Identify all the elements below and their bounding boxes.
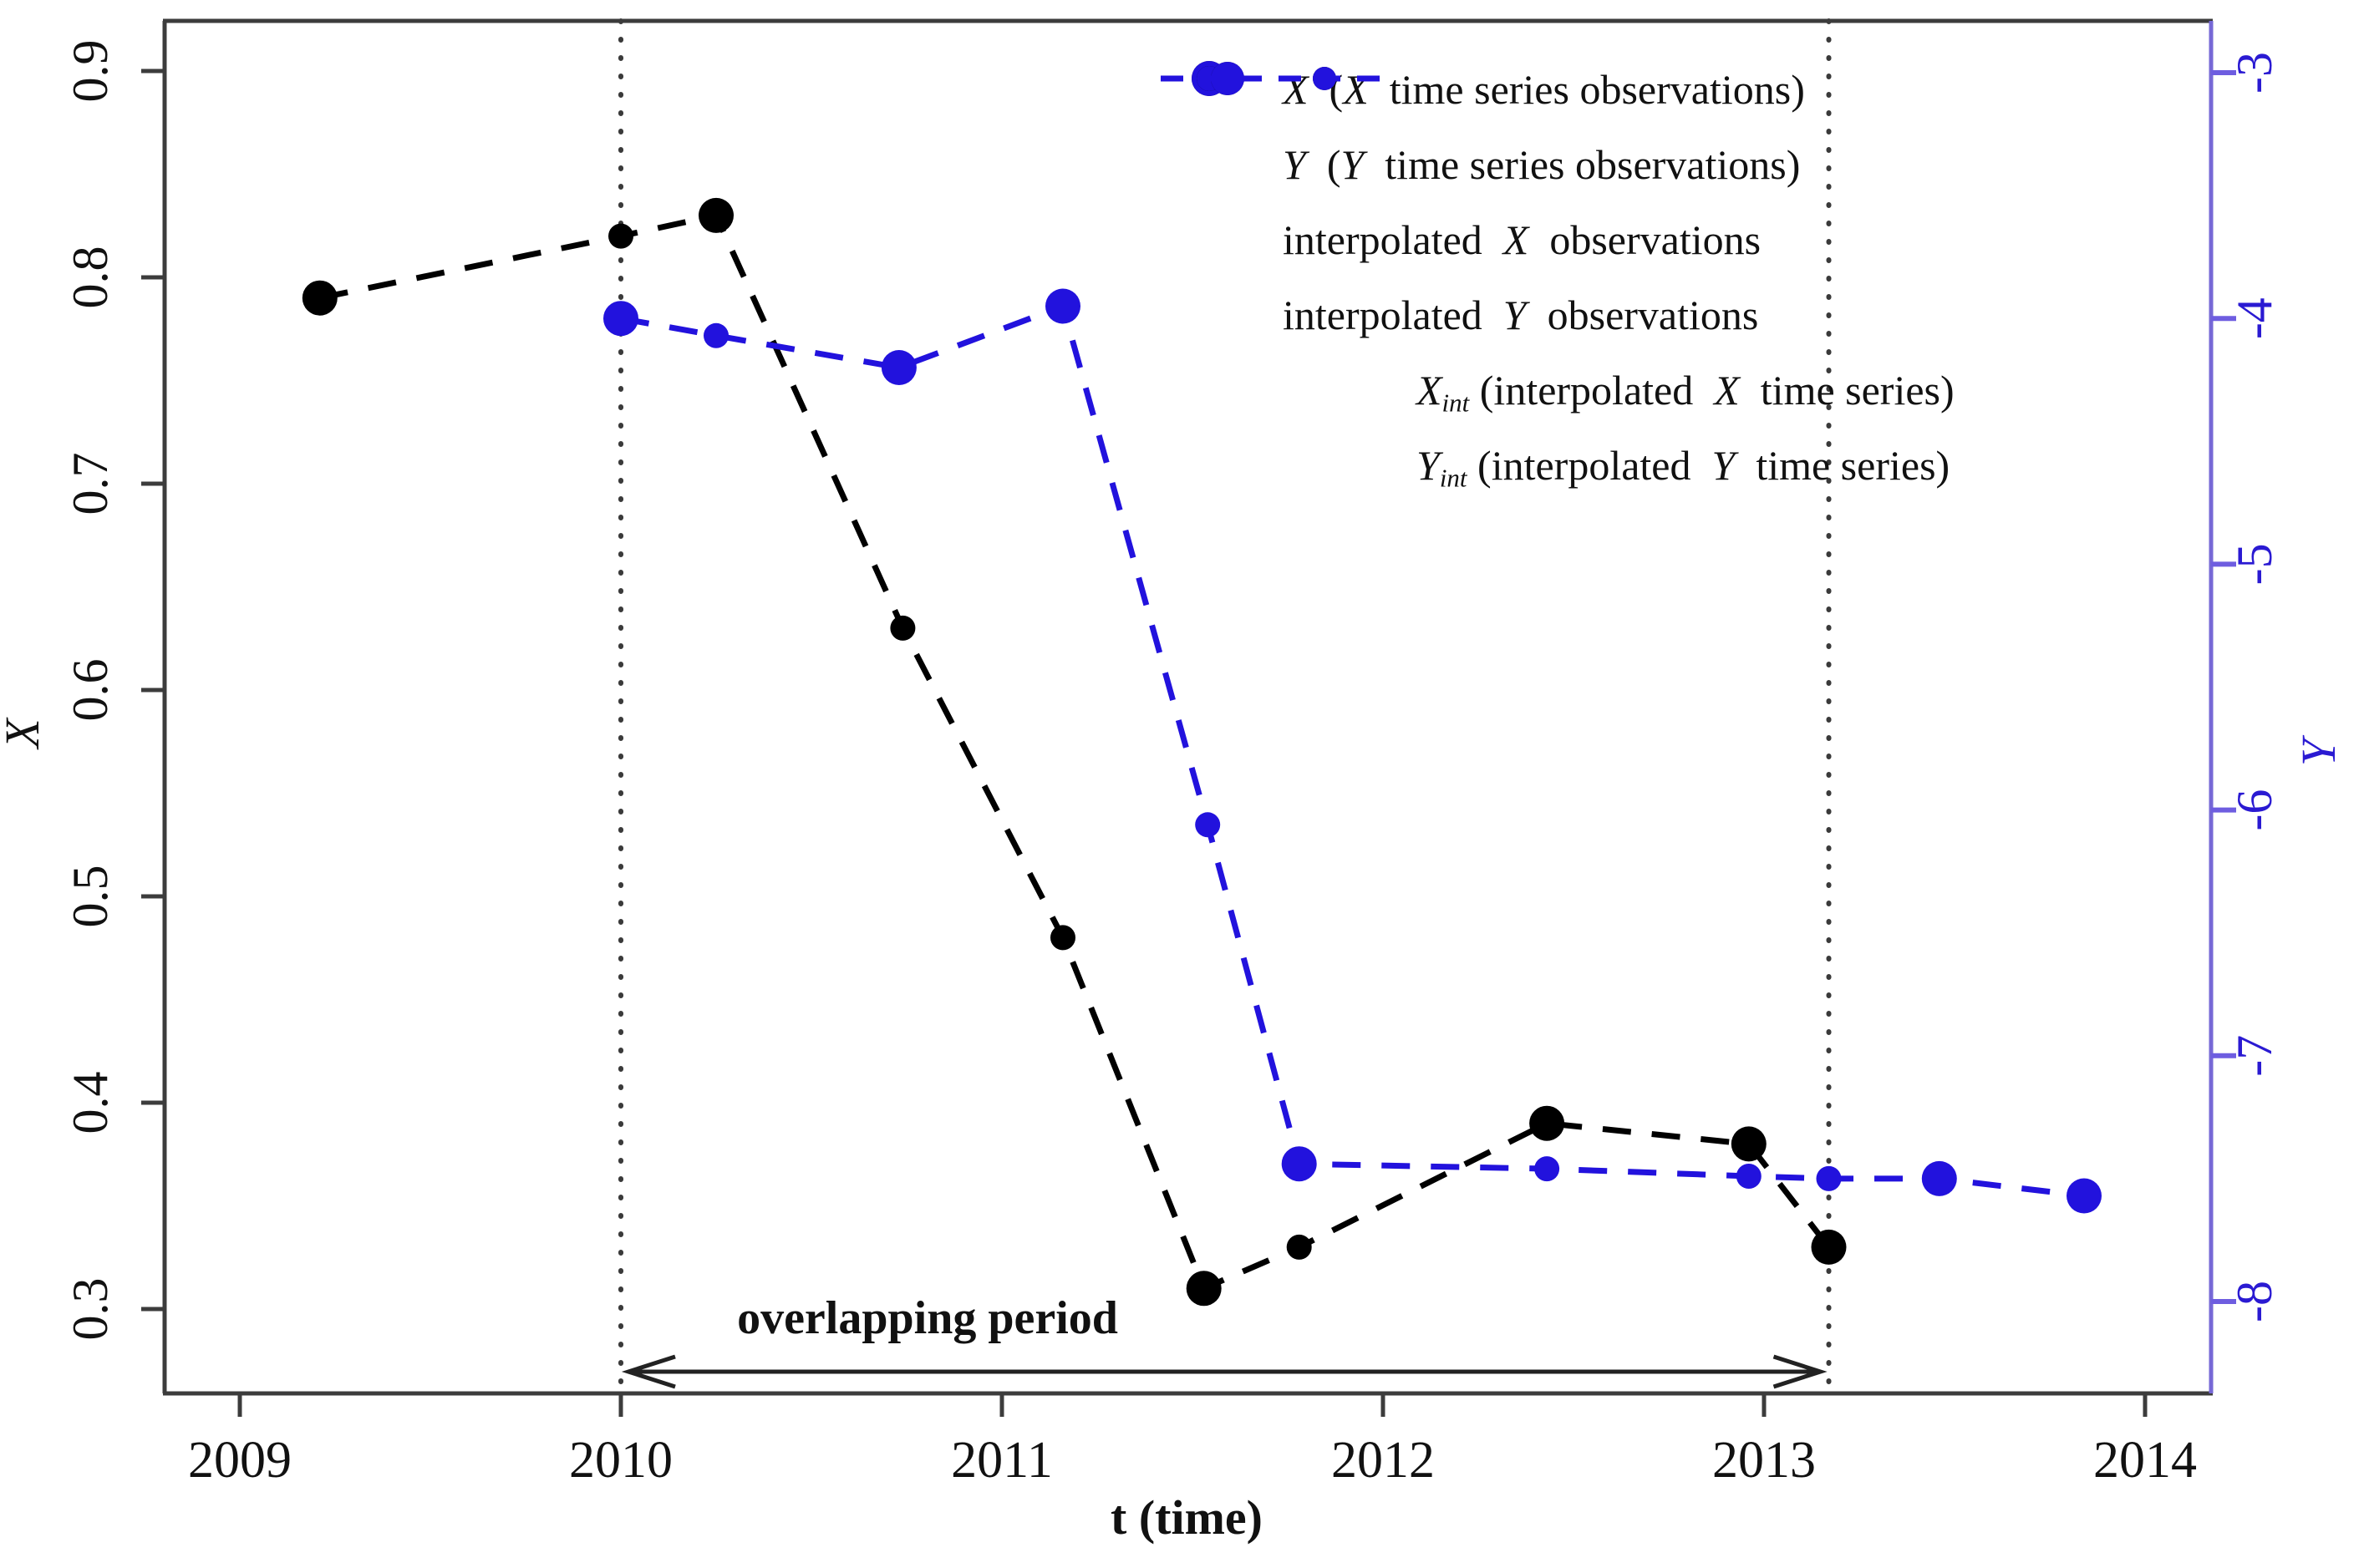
y-left-tick-label: 0.8 (63, 246, 118, 309)
x-axis-tick-label: 2010 (569, 1432, 673, 1489)
legend-y-int-line: Yint (interpolated Y time series) (1157, 62, 1955, 503)
interpolated-point-y (1534, 1156, 1560, 1182)
x-axis-tick-label: 2009 (188, 1432, 292, 1489)
observation-point-x (1529, 1105, 1565, 1141)
y-right-tick-label: -5 (2227, 543, 2282, 585)
interpolated-point-y (1195, 812, 1221, 838)
legend-y-observations-label: Y (Y time series observations) (1283, 141, 1801, 188)
legend-interpolated-x: interpolated X observations (1157, 66, 1955, 277)
legend-interpolated-y-label: interpolated Y observations (1283, 292, 1759, 338)
y-right-axis-title: Y (2291, 734, 2346, 766)
observation-point-x (1186, 1271, 1222, 1307)
y-right-tick-label: -8 (2227, 1281, 2282, 1322)
observation-point-x (1731, 1126, 1767, 1162)
overlap-period-label: overlapping period (737, 1292, 1118, 1344)
y-right-tick-label: -6 (2227, 789, 2282, 831)
legend-small-dot (1313, 67, 1336, 90)
x-axis-tick-label: 2011 (951, 1432, 1053, 1489)
y-right-tick-label: -7 (2227, 1035, 2282, 1077)
x-int-series-line (319, 211, 1832, 1292)
observation-point-x (1811, 1229, 1847, 1265)
y-left-tick-label: 0.5 (63, 865, 118, 928)
observation-point-y (603, 301, 638, 337)
x-axis-tick-label: 2012 (1331, 1432, 1435, 1489)
observation-point-y (2067, 1178, 2102, 1214)
interpolated-point-x (1286, 1234, 1312, 1260)
y-left-tick-label: 0.4 (63, 1072, 118, 1134)
y-left-tick-label: 0.3 (63, 1278, 118, 1341)
y-right-tick-label: -3 (2227, 52, 2282, 94)
x-axis-tick-label: 2014 (2093, 1432, 2197, 1489)
interpolated-point-y (704, 322, 729, 348)
y-right-tick-label: -4 (2227, 297, 2282, 339)
y-int-line-sample (1161, 62, 1396, 95)
y-left-axis-title: X (0, 717, 49, 750)
legend-interpolated-y: interpolated Y observations (1157, 66, 1955, 353)
legend-x-int-line-label: Xint (interpolated X time series) (1416, 367, 1955, 418)
observation-point-y (1045, 288, 1080, 324)
interpolated-point-x (608, 223, 633, 249)
observation-point-y (881, 350, 917, 385)
x-axis-tick-label: 2013 (1712, 1432, 1816, 1489)
y-left-tick-label: 0.7 (63, 453, 118, 515)
y-left-tick-label: 0.9 (63, 40, 118, 103)
interpolated-point-y (1816, 1165, 1842, 1191)
overlap-arrow-head-left (621, 1354, 676, 1389)
observation-point-y (1921, 1160, 1957, 1196)
legend-y-int-line-label: Yint (interpolated Y time series) (1416, 442, 1950, 493)
x-axis-title: t (time) (1111, 1490, 1263, 1545)
interpolated-point-x (1050, 925, 1075, 951)
observation-point-y (1281, 1146, 1317, 1182)
y-left-tick-label: 0.6 (63, 659, 118, 722)
interpolated-point-x (890, 615, 916, 641)
legend-large-dot (1211, 62, 1244, 95)
legend-interpolated-x-label: interpolated X observations (1283, 216, 1762, 263)
observation-point-x (302, 280, 338, 316)
legend-x-int-line: Xint (interpolated X time series) (1157, 62, 1955, 428)
legend: X (X time series observations) Y (Y time … (1157, 52, 1955, 503)
overlap-arrow-head-right (1772, 1354, 1828, 1389)
observation-point-x (699, 197, 734, 233)
legend-x-observations-label: X (X time series observations) (1283, 66, 1805, 113)
interpolated-point-y (1736, 1164, 1762, 1189)
legend-y-observations: Y (Y time series observations) (1157, 61, 1955, 202)
